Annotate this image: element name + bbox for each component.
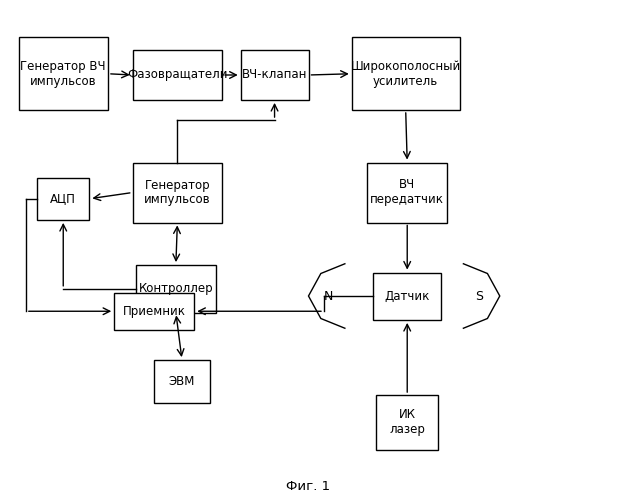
- Text: Широкополосный
усилитель: Широкополосный усилитель: [350, 60, 461, 88]
- Text: ЭВМ: ЭВМ: [169, 375, 195, 388]
- Text: АЦП: АЦП: [51, 192, 76, 205]
- Text: ИК
лазер: ИК лазер: [389, 408, 425, 436]
- Bar: [133, 50, 222, 100]
- Text: Приемник: Приемник: [123, 304, 186, 318]
- Text: Фиг. 1: Фиг. 1: [286, 480, 331, 492]
- Bar: [114, 292, 194, 330]
- Text: Генератор
импульсов: Генератор импульсов: [144, 178, 210, 206]
- Text: ВЧ-клапан: ВЧ-клапан: [242, 68, 307, 82]
- Text: Фазовращатели: Фазовращатели: [127, 68, 228, 82]
- Bar: [19, 38, 108, 110]
- Text: S: S: [476, 290, 483, 302]
- Bar: [367, 162, 447, 222]
- Bar: [154, 360, 210, 403]
- Text: ВЧ
передатчик: ВЧ передатчик: [370, 178, 444, 206]
- Bar: [133, 162, 222, 222]
- Text: Датчик: Датчик: [384, 290, 430, 302]
- Bar: [136, 265, 216, 312]
- Bar: [373, 272, 441, 320]
- Bar: [352, 38, 460, 110]
- Bar: [37, 178, 89, 220]
- Text: Контроллер: Контроллер: [139, 282, 213, 295]
- Text: N: N: [324, 290, 334, 302]
- Bar: [241, 50, 308, 100]
- Text: Генератор ВЧ
импульсов: Генератор ВЧ импульсов: [20, 60, 106, 88]
- Bar: [376, 395, 438, 450]
